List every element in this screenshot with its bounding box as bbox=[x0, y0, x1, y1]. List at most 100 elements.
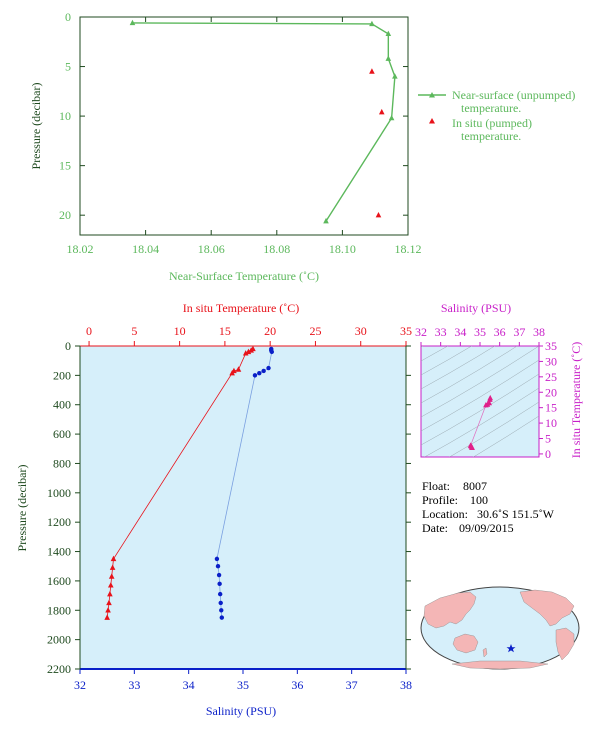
main-sal-tick-label: 37 bbox=[346, 678, 358, 692]
unpumped-point bbox=[392, 73, 398, 79]
ts-temp-tick-label: 30 bbox=[545, 354, 557, 368]
top-y-tick-label: 5 bbox=[65, 60, 71, 74]
ts-contour bbox=[421, 373, 539, 446]
top-x-tick-label: 18.04 bbox=[132, 242, 159, 256]
top-y-ticks: 0 5 10 15 20 bbox=[59, 10, 408, 222]
temperature-point bbox=[105, 607, 111, 613]
top-x-tick-label: 18.06 bbox=[198, 242, 225, 256]
temperature-point bbox=[106, 599, 112, 606]
salinity-point bbox=[218, 600, 223, 606]
ts-contour bbox=[421, 346, 518, 404]
float-label: Float: bbox=[422, 479, 450, 493]
pumped-point bbox=[375, 211, 382, 218]
unpumped-point bbox=[129, 19, 136, 26]
main-temp-tick-label: 25 bbox=[309, 324, 321, 338]
map-float-location-star-icon bbox=[506, 644, 516, 653]
unpumped-line bbox=[132, 22, 396, 222]
pumped-point bbox=[378, 108, 385, 115]
ts-temp-tick-label: 10 bbox=[545, 416, 557, 430]
ts-point bbox=[469, 444, 475, 450]
ts-temp-tick-label: 35 bbox=[545, 339, 557, 353]
ts-sal-tick-label: 33 bbox=[435, 325, 447, 339]
ts-contour bbox=[421, 346, 449, 362]
ts-contour bbox=[421, 359, 539, 432]
ts-point bbox=[487, 396, 493, 402]
salinity-point bbox=[217, 581, 222, 587]
legend-pumped-marker bbox=[429, 118, 435, 124]
location-label: Location: bbox=[422, 507, 468, 521]
salinity-point bbox=[261, 368, 266, 374]
legend-unpumped-marker bbox=[429, 92, 435, 98]
top-x-tick-label: 18.10 bbox=[329, 242, 356, 256]
top-y-axis-label: Pressure (decibar) bbox=[29, 83, 43, 170]
top-y-tick-label: 15 bbox=[59, 159, 71, 173]
legend-unpumped-label-2: temperature. bbox=[461, 101, 521, 115]
salinity-point bbox=[215, 564, 221, 569]
salinity-point bbox=[214, 556, 220, 562]
main-temp-tick-label: 35 bbox=[400, 324, 412, 338]
ts-contour bbox=[421, 262, 539, 333]
map-land-asia bbox=[423, 591, 477, 629]
top-series bbox=[129, 19, 398, 224]
ts-right-axis-label: In situ Temperature (˚C) bbox=[569, 342, 583, 459]
salinity-point bbox=[257, 370, 262, 376]
world-map bbox=[420, 586, 580, 670]
unpumped-point bbox=[385, 30, 392, 37]
ts-sal-tick-label: 35 bbox=[474, 325, 486, 339]
map-land-australia bbox=[452, 633, 479, 654]
ts-density-contours bbox=[421, 262, 539, 457]
top-x-ticks: 18.02 18.04 18.06 18.08 18.10 18.12 bbox=[67, 17, 422, 256]
main-series bbox=[104, 345, 274, 620]
ts-contour bbox=[449, 401, 539, 457]
float-value: 8007 bbox=[463, 479, 487, 493]
ts-sal-tick-label: 34 bbox=[454, 325, 466, 339]
top-y-tick-label: 10 bbox=[59, 109, 71, 123]
unpumped-point bbox=[385, 55, 392, 61]
ts-temp-tick-label: 20 bbox=[545, 385, 557, 399]
map-land-north-america bbox=[519, 589, 575, 627]
main-temp-tick-label: 0 bbox=[86, 324, 92, 338]
salinity-point bbox=[269, 349, 274, 355]
pumped-point bbox=[369, 68, 375, 74]
ts-salinity-ticks: 32 33 34 35 36 37 38 bbox=[415, 325, 545, 346]
main-pres-tick-label: 600 bbox=[53, 427, 71, 441]
profile-label: Profile: bbox=[422, 493, 458, 507]
main-y-axis-label: Pressure (decibar) bbox=[15, 465, 29, 552]
main-salinity-ticks: 32 33 34 35 36 37 38 bbox=[74, 669, 412, 692]
ts-sal-tick-label: 32 bbox=[415, 325, 427, 339]
location-value: 30.6˚S 151.5˚W bbox=[477, 507, 555, 521]
profile-value: 100 bbox=[470, 493, 488, 507]
top-x-tick-label: 18.02 bbox=[67, 242, 94, 256]
unpumped-point bbox=[388, 114, 395, 121]
unpumped-point bbox=[323, 217, 329, 224]
main-pres-tick-label: 2200 bbox=[47, 662, 71, 676]
map-land-new-zealand bbox=[482, 647, 488, 658]
main-sal-tick-label: 36 bbox=[291, 678, 303, 692]
ts-contour bbox=[421, 346, 496, 390]
salinity-point bbox=[219, 615, 225, 620]
ts-contour bbox=[472, 415, 539, 457]
ts-point bbox=[483, 402, 489, 408]
salinity-point bbox=[216, 572, 222, 578]
main-pres-tick-label: 1800 bbox=[47, 603, 71, 617]
temperature-point bbox=[109, 564, 116, 570]
legend-pumped-label-2: temperature. bbox=[461, 129, 521, 143]
main-temp-tick-label: 5 bbox=[131, 324, 137, 338]
main-pres-tick-label: 1400 bbox=[47, 545, 71, 559]
main-chart: 0 5 10 15 20 25 30 35 32 33 34 35 36 37 38 0 200 400 600… bbox=[15, 301, 412, 718]
salinity-point bbox=[252, 373, 258, 378]
ts-temp-tick-label: 25 bbox=[545, 370, 557, 384]
map-land-antarctica bbox=[451, 660, 549, 670]
salinity-point bbox=[219, 608, 224, 613]
main-pres-tick-label: 0 bbox=[65, 339, 71, 353]
top-legend: Near-surface (unpumped) temperature. In … bbox=[418, 88, 575, 143]
temperature-point bbox=[229, 369, 235, 376]
temperature-point bbox=[108, 573, 115, 579]
main-sal-tick-label: 32 bbox=[74, 678, 86, 692]
temperature-point bbox=[235, 366, 242, 372]
legend-unpumped-label: Near-surface (unpumped) bbox=[452, 88, 575, 102]
ts-temp-tick-label: 15 bbox=[545, 401, 557, 415]
